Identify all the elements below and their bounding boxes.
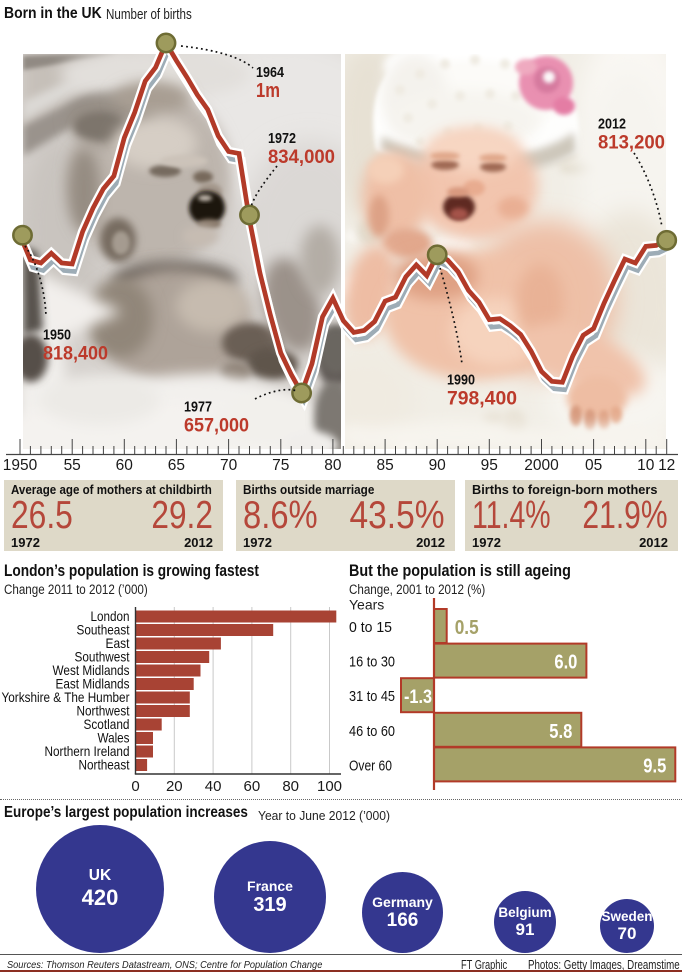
svg-text:0: 0 xyxy=(131,778,139,795)
svg-text:1990: 1990 xyxy=(447,373,475,389)
svg-text:Years: Years xyxy=(349,597,384,613)
svg-text:818,400: 818,400 xyxy=(43,344,108,365)
svg-text:East Midlands: East Midlands xyxy=(56,676,130,692)
svg-text:657,000: 657,000 xyxy=(184,416,249,437)
svg-text:95: 95 xyxy=(481,457,498,474)
svg-text:Scotland: Scotland xyxy=(84,716,130,732)
svg-text:90: 90 xyxy=(429,457,447,474)
svg-text:2012: 2012 xyxy=(598,117,626,133)
svg-text:798,400: 798,400 xyxy=(447,389,517,410)
svg-text:10: 10 xyxy=(637,457,655,474)
svg-text:12: 12 xyxy=(658,457,675,474)
svg-text:0 to 15: 0 to 15 xyxy=(349,619,392,636)
svg-text:London: London xyxy=(91,608,130,624)
svg-text:75: 75 xyxy=(272,457,289,474)
svg-text:-1.3: -1.3 xyxy=(404,687,432,708)
svg-text:East: East xyxy=(106,635,130,651)
svg-text:813,200: 813,200 xyxy=(598,133,665,154)
svg-text:Southeast: Southeast xyxy=(77,622,130,638)
svg-text:5.8: 5.8 xyxy=(549,721,572,743)
svg-text:05: 05 xyxy=(585,457,602,474)
svg-text:1972: 1972 xyxy=(268,131,296,147)
svg-text:80: 80 xyxy=(282,778,299,795)
svg-text:60: 60 xyxy=(116,457,134,474)
svg-text:1964: 1964 xyxy=(256,65,284,81)
svg-text:1950: 1950 xyxy=(43,328,71,344)
svg-text:Northern Ireland: Northern Ireland xyxy=(45,743,130,759)
svg-text:65: 65 xyxy=(168,457,185,474)
svg-text:16 to 30: 16 to 30 xyxy=(349,654,395,671)
svg-text:70: 70 xyxy=(220,457,238,474)
svg-text:46 to 60: 46 to 60 xyxy=(349,723,395,740)
svg-text:20: 20 xyxy=(166,778,183,795)
svg-text:31 to 45: 31 to 45 xyxy=(349,688,395,705)
svg-text:834,000: 834,000 xyxy=(268,147,335,168)
svg-text:80: 80 xyxy=(324,457,342,474)
svg-text:40: 40 xyxy=(205,778,222,795)
svg-text:2000: 2000 xyxy=(524,457,559,474)
svg-text:0.5: 0.5 xyxy=(455,617,479,639)
svg-text:1950: 1950 xyxy=(3,457,38,474)
svg-text:Northwest: Northwest xyxy=(77,703,130,719)
svg-text:Northeast: Northeast xyxy=(79,757,130,773)
svg-text:60: 60 xyxy=(244,778,261,795)
svg-text:9.5: 9.5 xyxy=(643,755,666,777)
svg-text:6.0: 6.0 xyxy=(554,652,577,674)
svg-text:55: 55 xyxy=(64,457,81,474)
svg-text:Yorkshire & The Humber: Yorkshire & The Humber xyxy=(2,689,130,705)
svg-text:85: 85 xyxy=(376,457,393,474)
svg-text:Wales: Wales xyxy=(98,730,130,746)
svg-text:Over 60: Over 60 xyxy=(349,757,392,774)
svg-text:1m: 1m xyxy=(256,80,280,102)
svg-text:West Midlands: West Midlands xyxy=(53,662,130,678)
svg-text:1977: 1977 xyxy=(184,400,212,416)
svg-text:Southwest: Southwest xyxy=(75,649,130,665)
svg-text:100: 100 xyxy=(317,778,342,795)
